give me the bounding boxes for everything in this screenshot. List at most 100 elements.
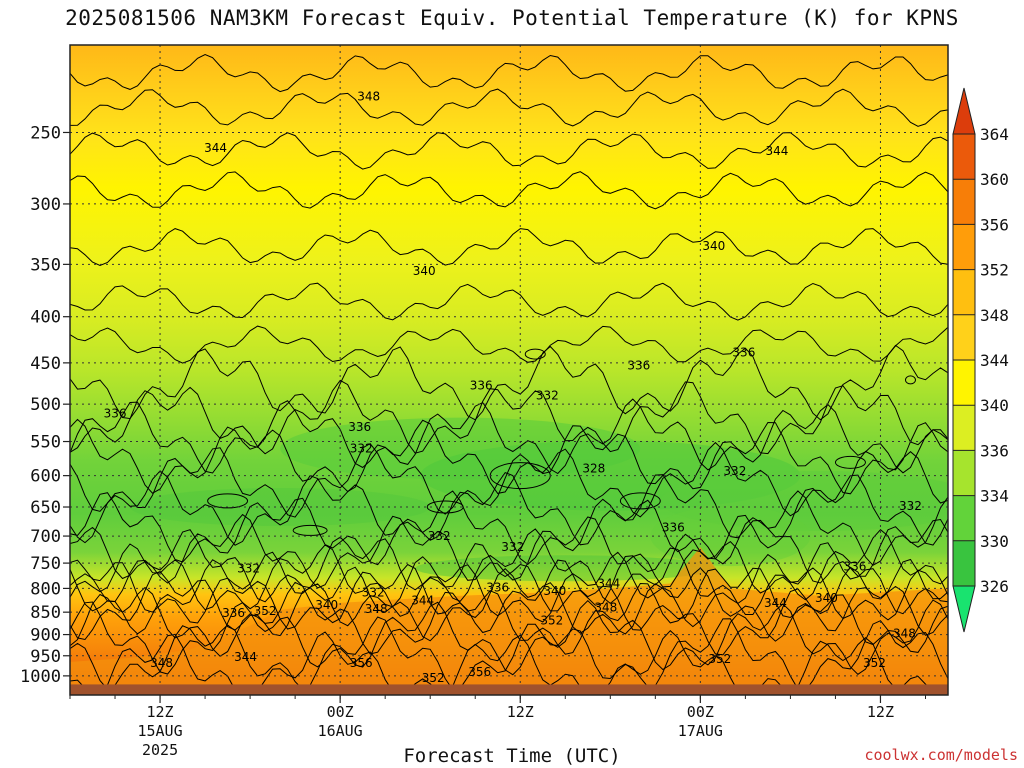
x-tick-label: 12Z xyxy=(147,703,174,721)
contour-cell xyxy=(524,348,546,360)
contour-label: 340 xyxy=(815,591,838,605)
colorbar-top-arrow xyxy=(952,87,976,135)
contour-label: 352 xyxy=(254,604,277,618)
contour-label: 336 xyxy=(348,420,371,434)
colorbar-segment xyxy=(953,269,975,315)
contour-label: 356 xyxy=(468,665,491,679)
contour-cell xyxy=(904,375,916,385)
x-tick-label: 00Z xyxy=(327,703,354,721)
contour-label: 336 xyxy=(222,606,245,620)
contour-label: 332 xyxy=(428,529,451,543)
contour-label: 336 xyxy=(732,345,755,359)
contour-line xyxy=(70,558,948,635)
y-tick-label: 300 xyxy=(30,195,61,215)
contour-label: 328 xyxy=(582,461,605,475)
y-tick-label: 350 xyxy=(30,255,61,275)
contour-label: 356 xyxy=(350,656,373,670)
contour-line xyxy=(70,325,948,364)
contour-line xyxy=(70,581,948,657)
contour-label: 336 xyxy=(843,560,866,574)
contour-cell xyxy=(426,500,464,514)
colorbar-label: 334 xyxy=(980,487,1009,506)
contour-line xyxy=(70,228,948,267)
contour-label: 344 xyxy=(765,144,788,158)
contour-line xyxy=(70,282,948,321)
x-tick-label: 12Z xyxy=(507,703,534,721)
contour-label: 340 xyxy=(315,598,338,612)
y-tick-label: 750 xyxy=(30,554,61,574)
colorbar-label: 336 xyxy=(980,441,1009,460)
contour-label: 332 xyxy=(899,499,922,513)
contour-cell xyxy=(619,492,661,510)
colorbar-label: 356 xyxy=(980,215,1009,234)
contour-line xyxy=(70,441,948,518)
y-tick-label: 700 xyxy=(30,527,61,547)
colorbar: 326 330 334 336 340 344 348 352 356 360 364 xyxy=(952,87,1009,633)
contour-line xyxy=(70,379,948,455)
contour-label: 344 xyxy=(597,576,620,590)
colorbar-label: 340 xyxy=(980,396,1009,415)
y-tick-label: 950 xyxy=(30,647,61,667)
plot-frame xyxy=(69,44,949,696)
contour-cell xyxy=(292,524,328,536)
contour-label: 344 xyxy=(411,593,434,607)
ground-rect xyxy=(70,684,948,695)
contour-line xyxy=(70,344,948,421)
colorbar-label: 330 xyxy=(980,532,1009,551)
contour-label: 332 xyxy=(501,540,524,554)
contour-line xyxy=(70,599,948,676)
boundary-layer xyxy=(70,547,948,695)
colorbar-segment xyxy=(953,450,975,496)
x-tick-sublabel: 16AUG xyxy=(318,722,363,740)
contour-label: 340 xyxy=(702,239,725,253)
x-tick-label: 12Z xyxy=(867,703,894,721)
y-tick-label: 550 xyxy=(30,433,61,453)
contour-label: 344 xyxy=(234,650,257,664)
colorbar-bottom-arrow xyxy=(952,585,976,633)
contour-line xyxy=(70,132,948,170)
contour-label: 348 xyxy=(893,626,916,640)
contour-label: 348 xyxy=(150,656,173,670)
contour-label: 336 xyxy=(627,358,650,372)
colorbar-label: 360 xyxy=(980,170,1009,189)
y-tick-label: 450 xyxy=(30,354,61,374)
x-tick-sublabel: 17AUG xyxy=(678,722,723,740)
contour-label: 348 xyxy=(357,89,380,103)
contour-label: 344 xyxy=(764,596,787,610)
colorbar-segment xyxy=(953,405,975,451)
contour-lines xyxy=(70,53,948,692)
contour-label: 336 xyxy=(486,580,509,594)
contour-line xyxy=(70,528,948,605)
contour-label: 348 xyxy=(594,601,617,615)
y-tick-label: 650 xyxy=(30,498,61,518)
contour-label: 332 xyxy=(350,442,373,456)
y-tick-label: 500 xyxy=(30,395,61,415)
y-tick-label: 250 xyxy=(30,123,61,143)
contour-label: 340 xyxy=(543,584,566,598)
field-blob xyxy=(415,555,716,582)
contour-label: 352 xyxy=(540,613,563,627)
contour-line xyxy=(70,418,948,495)
y-tick-label: 1000 xyxy=(20,667,61,687)
contour-line xyxy=(70,470,948,546)
y-tick-label: 900 xyxy=(30,626,61,646)
contour-label: 332 xyxy=(536,388,559,402)
colorbar-label: 326 xyxy=(980,577,1009,596)
colorbar-segment xyxy=(953,224,975,270)
colorbar-segment xyxy=(953,540,975,586)
x-tick-sublabel: 15AUG xyxy=(137,722,182,740)
y-tick-label: 400 xyxy=(30,308,61,328)
contour-label: 352 xyxy=(863,656,886,670)
colorbar-segment xyxy=(953,314,975,360)
colorbar-label: 352 xyxy=(980,261,1009,280)
colorbar-segment xyxy=(953,495,975,541)
contour-labels: 348 344 344 340 340 336 336 336 336 336 336 336 336 3… xyxy=(104,89,922,684)
contour-line xyxy=(70,398,948,475)
contour-label: 332 xyxy=(723,464,746,478)
x-tick-label: 00Z xyxy=(687,703,714,721)
contour-cell xyxy=(834,455,866,469)
contour-line xyxy=(70,53,948,93)
contour-line xyxy=(70,629,948,692)
